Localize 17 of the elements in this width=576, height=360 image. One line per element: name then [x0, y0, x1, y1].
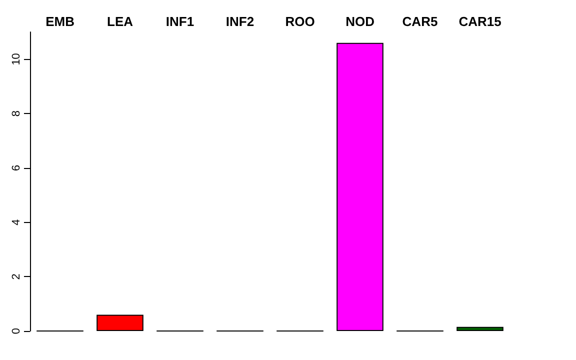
bar: [456, 326, 504, 331]
bar: [336, 42, 384, 331]
y-tick-label: 4: [10, 219, 22, 226]
x-tick-label: INF2: [226, 14, 254, 29]
y-tick-label: 2: [10, 274, 22, 280]
x-tick-label: EMB: [46, 14, 74, 29]
y-tick-label: 10: [10, 53, 22, 66]
y-tick-label: 8: [10, 110, 22, 117]
bar: [96, 314, 144, 331]
x-tick-label: NOD: [346, 14, 374, 29]
x-tick-label: CAR15: [458, 14, 502, 29]
y-tick-label: 0: [10, 328, 22, 334]
x-tick-label: ROO: [285, 14, 315, 29]
x-tick-label: CAR5: [402, 14, 438, 29]
x-tick-label: INF1: [166, 14, 194, 29]
y-tick-label: 6: [10, 164, 22, 171]
x-tick-label: LEA: [107, 14, 134, 29]
